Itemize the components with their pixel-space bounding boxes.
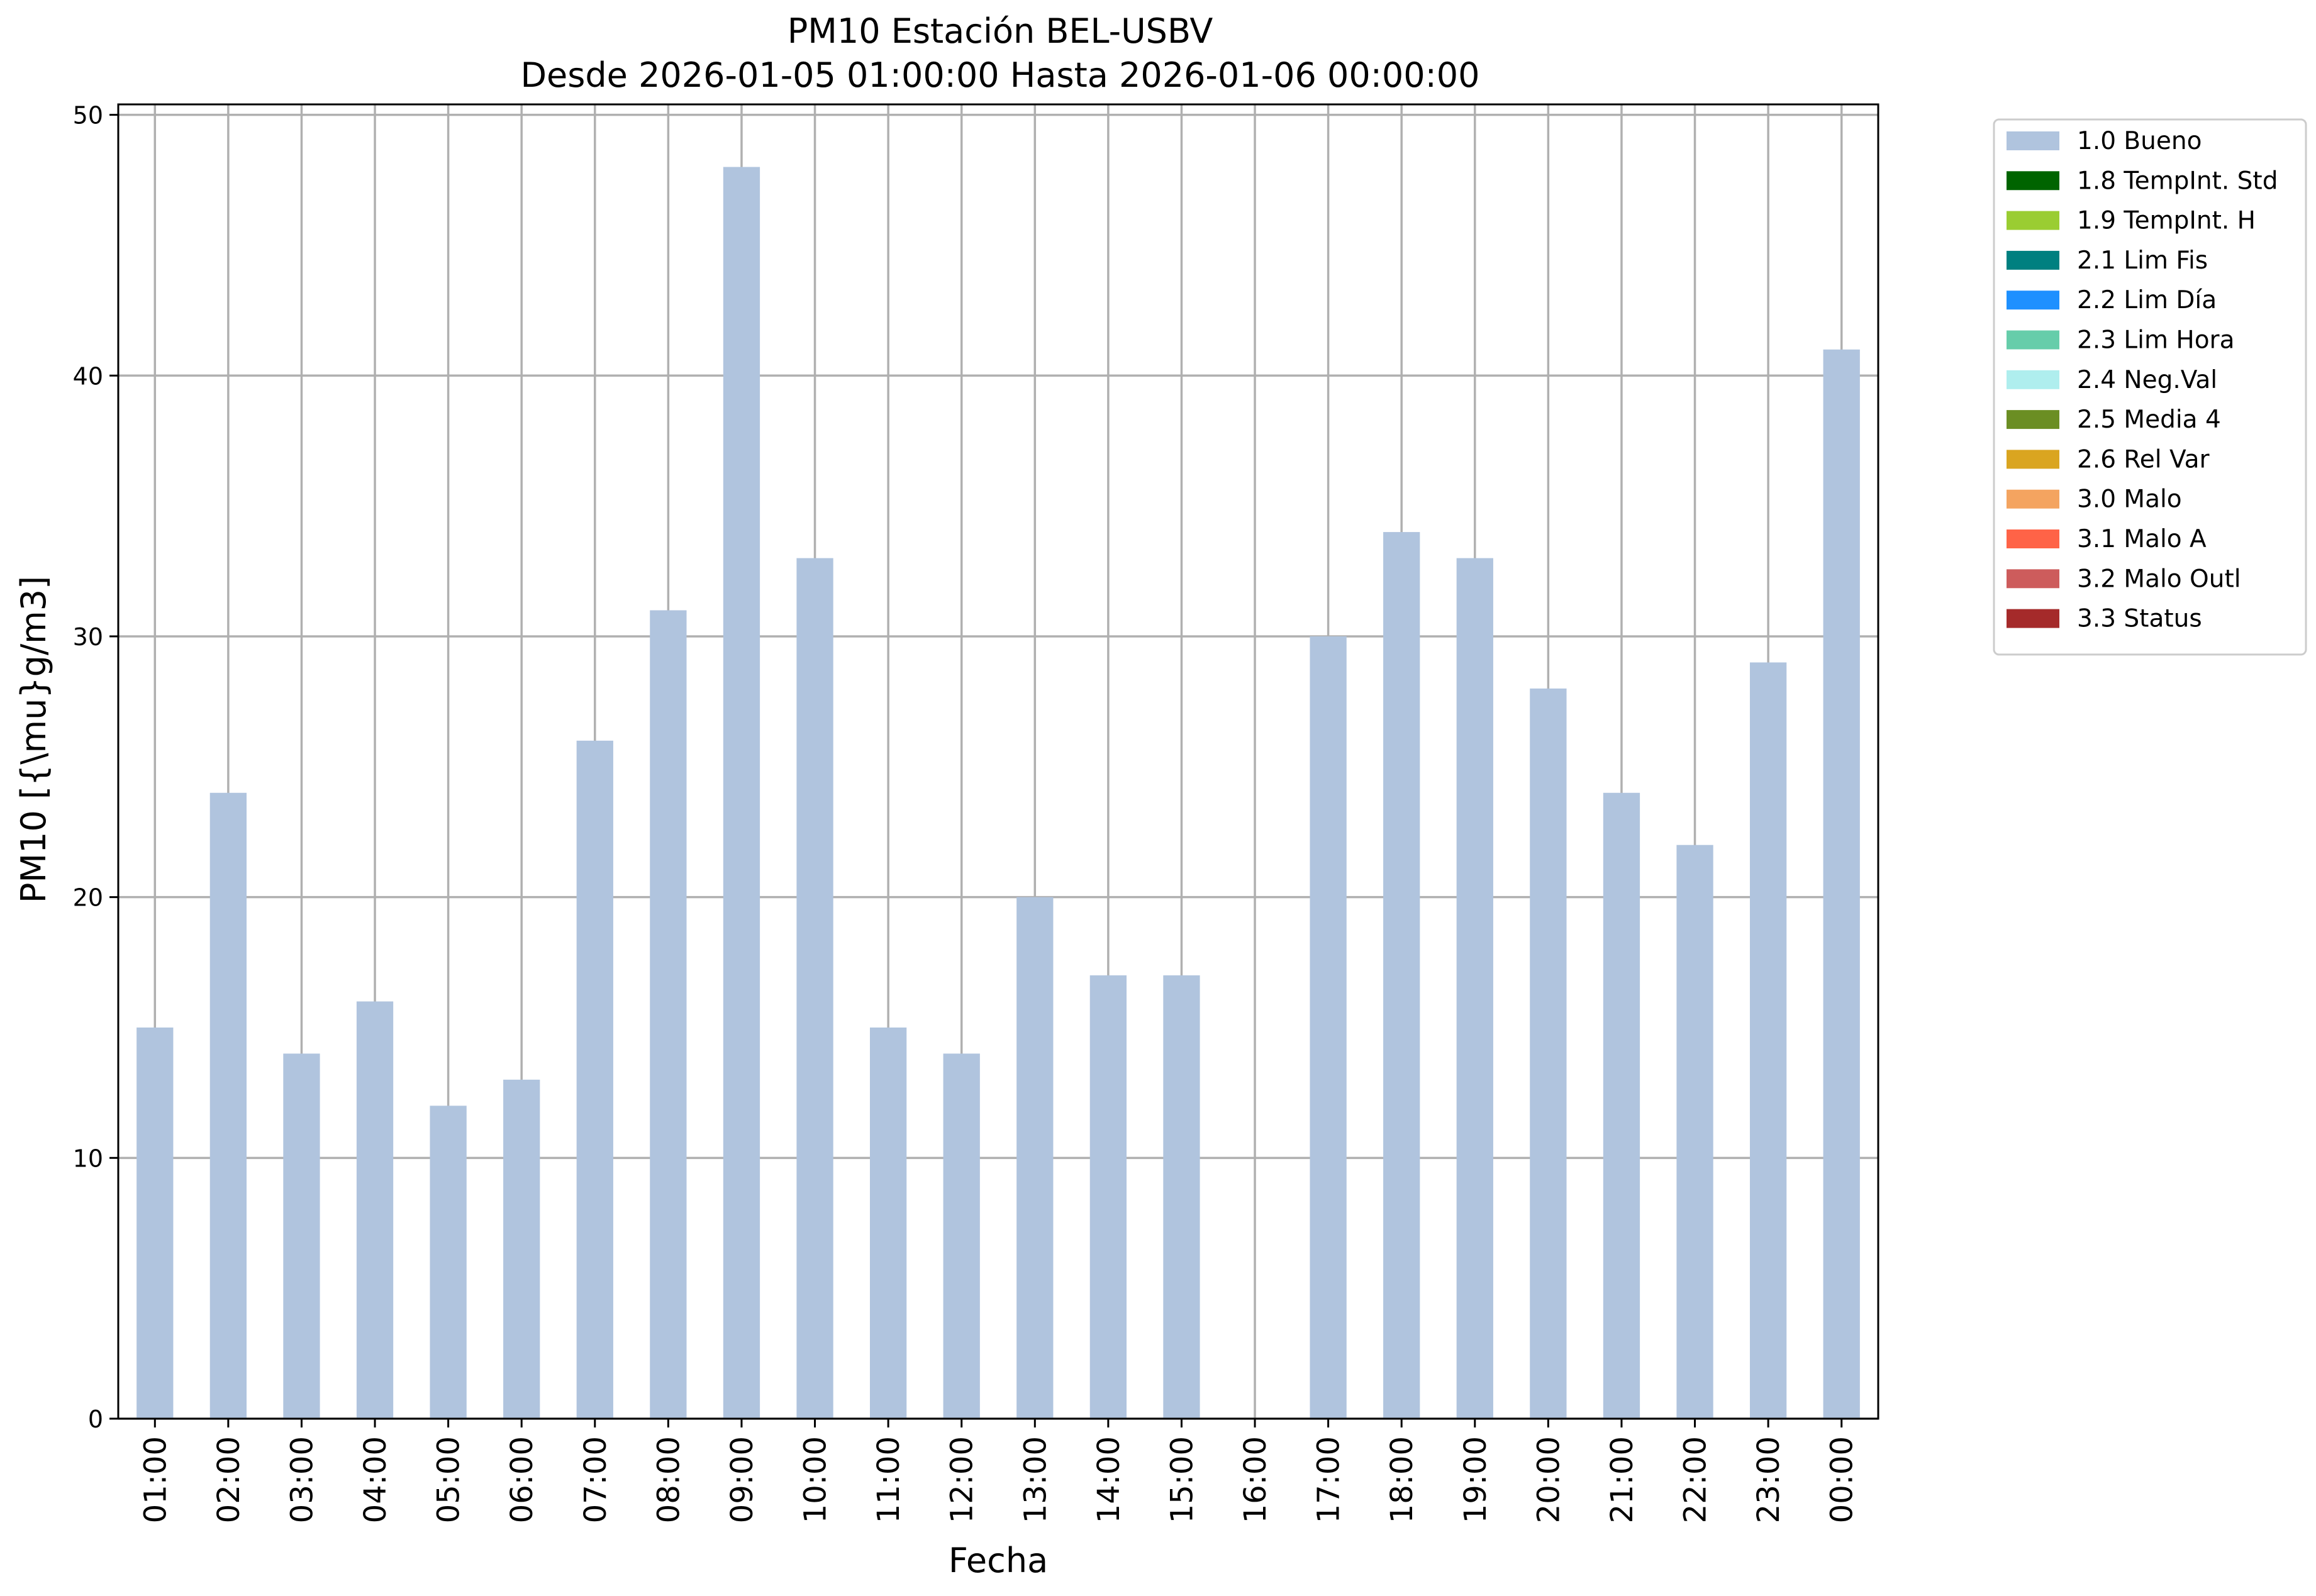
legend-label: 3.2 Malo Outl	[2077, 565, 2241, 593]
legend-label: 3.0 Malo	[2077, 485, 2182, 514]
chart-title: PM10 Estación BEL-USBV	[788, 11, 1213, 51]
legend-label: 3.3 Status	[2077, 605, 2202, 633]
x-tick-label: 16:00	[1238, 1436, 1273, 1523]
x-tick-label: 00:00	[1825, 1436, 1860, 1523]
legend-swatch	[2007, 330, 2059, 350]
bar-19:00	[1456, 558, 1493, 1419]
legend-label: 1.9 TempInt. H	[2077, 207, 2256, 235]
legend-swatch	[2007, 609, 2059, 628]
plot-frame	[117, 103, 1879, 1420]
bar-04:00	[356, 1001, 394, 1419]
legend-label: 2.1 Lim Fis	[2077, 247, 2208, 275]
legend-swatch	[2007, 250, 2059, 270]
legend-label: 1.8 TempInt. Std	[2077, 167, 2278, 195]
x-tick-label: 10:00	[798, 1436, 833, 1523]
bar-05:00	[430, 1106, 467, 1419]
x-tick-label: 09:00	[725, 1436, 760, 1523]
bar-01:00	[136, 1027, 174, 1419]
bar-21:00	[1603, 792, 1640, 1419]
chart-subtitle: Desde 2026-01-05 01:00:00 Hasta 2026-01-…	[520, 55, 1479, 95]
bar-11:00	[869, 1027, 907, 1419]
bars	[136, 167, 1860, 1419]
x-tick-label: 06:00	[504, 1436, 540, 1523]
y-tick-label: 30	[73, 623, 103, 651]
x-tick-label: 23:00	[1751, 1436, 1786, 1523]
x-tick-label: 05:00	[431, 1436, 467, 1523]
bar-09:00	[723, 167, 760, 1419]
bar-17:00	[1310, 636, 1347, 1419]
x-tick-label: 11:00	[871, 1436, 906, 1523]
axes: 0 10 20 30 40 50 01:00 02:00 03:00 04:00 05:00 06:0…	[73, 102, 1879, 1523]
bar-02:00	[209, 792, 247, 1419]
bar-03:00	[283, 1053, 320, 1419]
bar-08:00	[650, 610, 687, 1419]
legend-swatch	[2007, 291, 2059, 310]
x-tick-label: 02:00	[211, 1436, 247, 1523]
y-tick-label: 10	[73, 1144, 103, 1172]
bar-23:00	[1749, 662, 1787, 1419]
y-tick-label: 20	[73, 884, 103, 912]
bar-00:00	[1823, 349, 1860, 1419]
x-tick-label: 04:00	[358, 1436, 393, 1523]
y-tick-label: 40	[73, 362, 103, 390]
y-tick-label: 50	[73, 102, 103, 130]
x-tick-label: 12:00	[945, 1436, 980, 1523]
x-tick-label: 08:00	[651, 1436, 686, 1523]
legend-swatch	[2007, 569, 2059, 589]
legend-label: 2.6 Rel Var	[2077, 445, 2210, 474]
bar-07:00	[576, 740, 613, 1419]
x-tick-label: 07:00	[578, 1436, 613, 1523]
legend-label: 3.1 Malo A	[2077, 525, 2207, 553]
bar-13:00	[1016, 897, 1054, 1419]
legend-label: 2.2 Lim Día	[2077, 286, 2217, 314]
bar-12:00	[943, 1053, 980, 1419]
x-tick-label: 18:00	[1384, 1436, 1420, 1523]
legend-label: 2.4 Neg.Val	[2077, 366, 2217, 394]
x-tick-label: 17:00	[1311, 1436, 1347, 1523]
x-tick-label: 13:00	[1018, 1436, 1053, 1523]
x-tick-label: 22:00	[1678, 1436, 1713, 1523]
x-tick-label: 21:00	[1605, 1436, 1640, 1523]
legend-swatch	[2007, 489, 2059, 509]
x-tick-label: 01:00	[138, 1436, 173, 1523]
legend-swatch	[2007, 171, 2059, 191]
bar-14:00	[1089, 975, 1127, 1419]
legend-box	[1993, 118, 2307, 656]
legend-label: 1.0 Bueno	[2077, 127, 2202, 155]
x-axis-label: Fecha	[949, 1541, 1048, 1580]
legend-swatch	[2007, 450, 2059, 469]
bar-15:00	[1163, 975, 1200, 1419]
legend-swatch	[2007, 529, 2059, 548]
legend-swatch	[2007, 211, 2059, 230]
bar-20:00	[1530, 688, 1567, 1419]
legend-swatch	[2007, 370, 2059, 389]
x-tick-label: 14:00	[1091, 1436, 1127, 1523]
bar-22:00	[1676, 845, 1713, 1419]
x-tick-label: 19:00	[1458, 1436, 1493, 1523]
x-tick-label: 03:00	[284, 1436, 320, 1523]
legend: 1.0 Bueno 1.8 TempInt. Std 1.9 TempInt. H 2…	[1993, 118, 2307, 656]
legend-label: 2.5 Media 4	[2077, 406, 2221, 434]
legend-label: 2.3 Lim Hora	[2077, 326, 2235, 355]
x-tick-label: 20:00	[1531, 1436, 1566, 1523]
y-axis-label: PM10 [{\mu}g/m3]	[14, 576, 53, 903]
y-tick-label: 0	[88, 1405, 103, 1433]
bar-18:00	[1383, 532, 1420, 1419]
legend-swatch	[2007, 131, 2059, 150]
x-tick-label: 15:00	[1164, 1436, 1200, 1523]
bar-06:00	[503, 1079, 540, 1419]
legend-swatch	[2007, 410, 2059, 429]
bar-10:00	[796, 558, 833, 1419]
